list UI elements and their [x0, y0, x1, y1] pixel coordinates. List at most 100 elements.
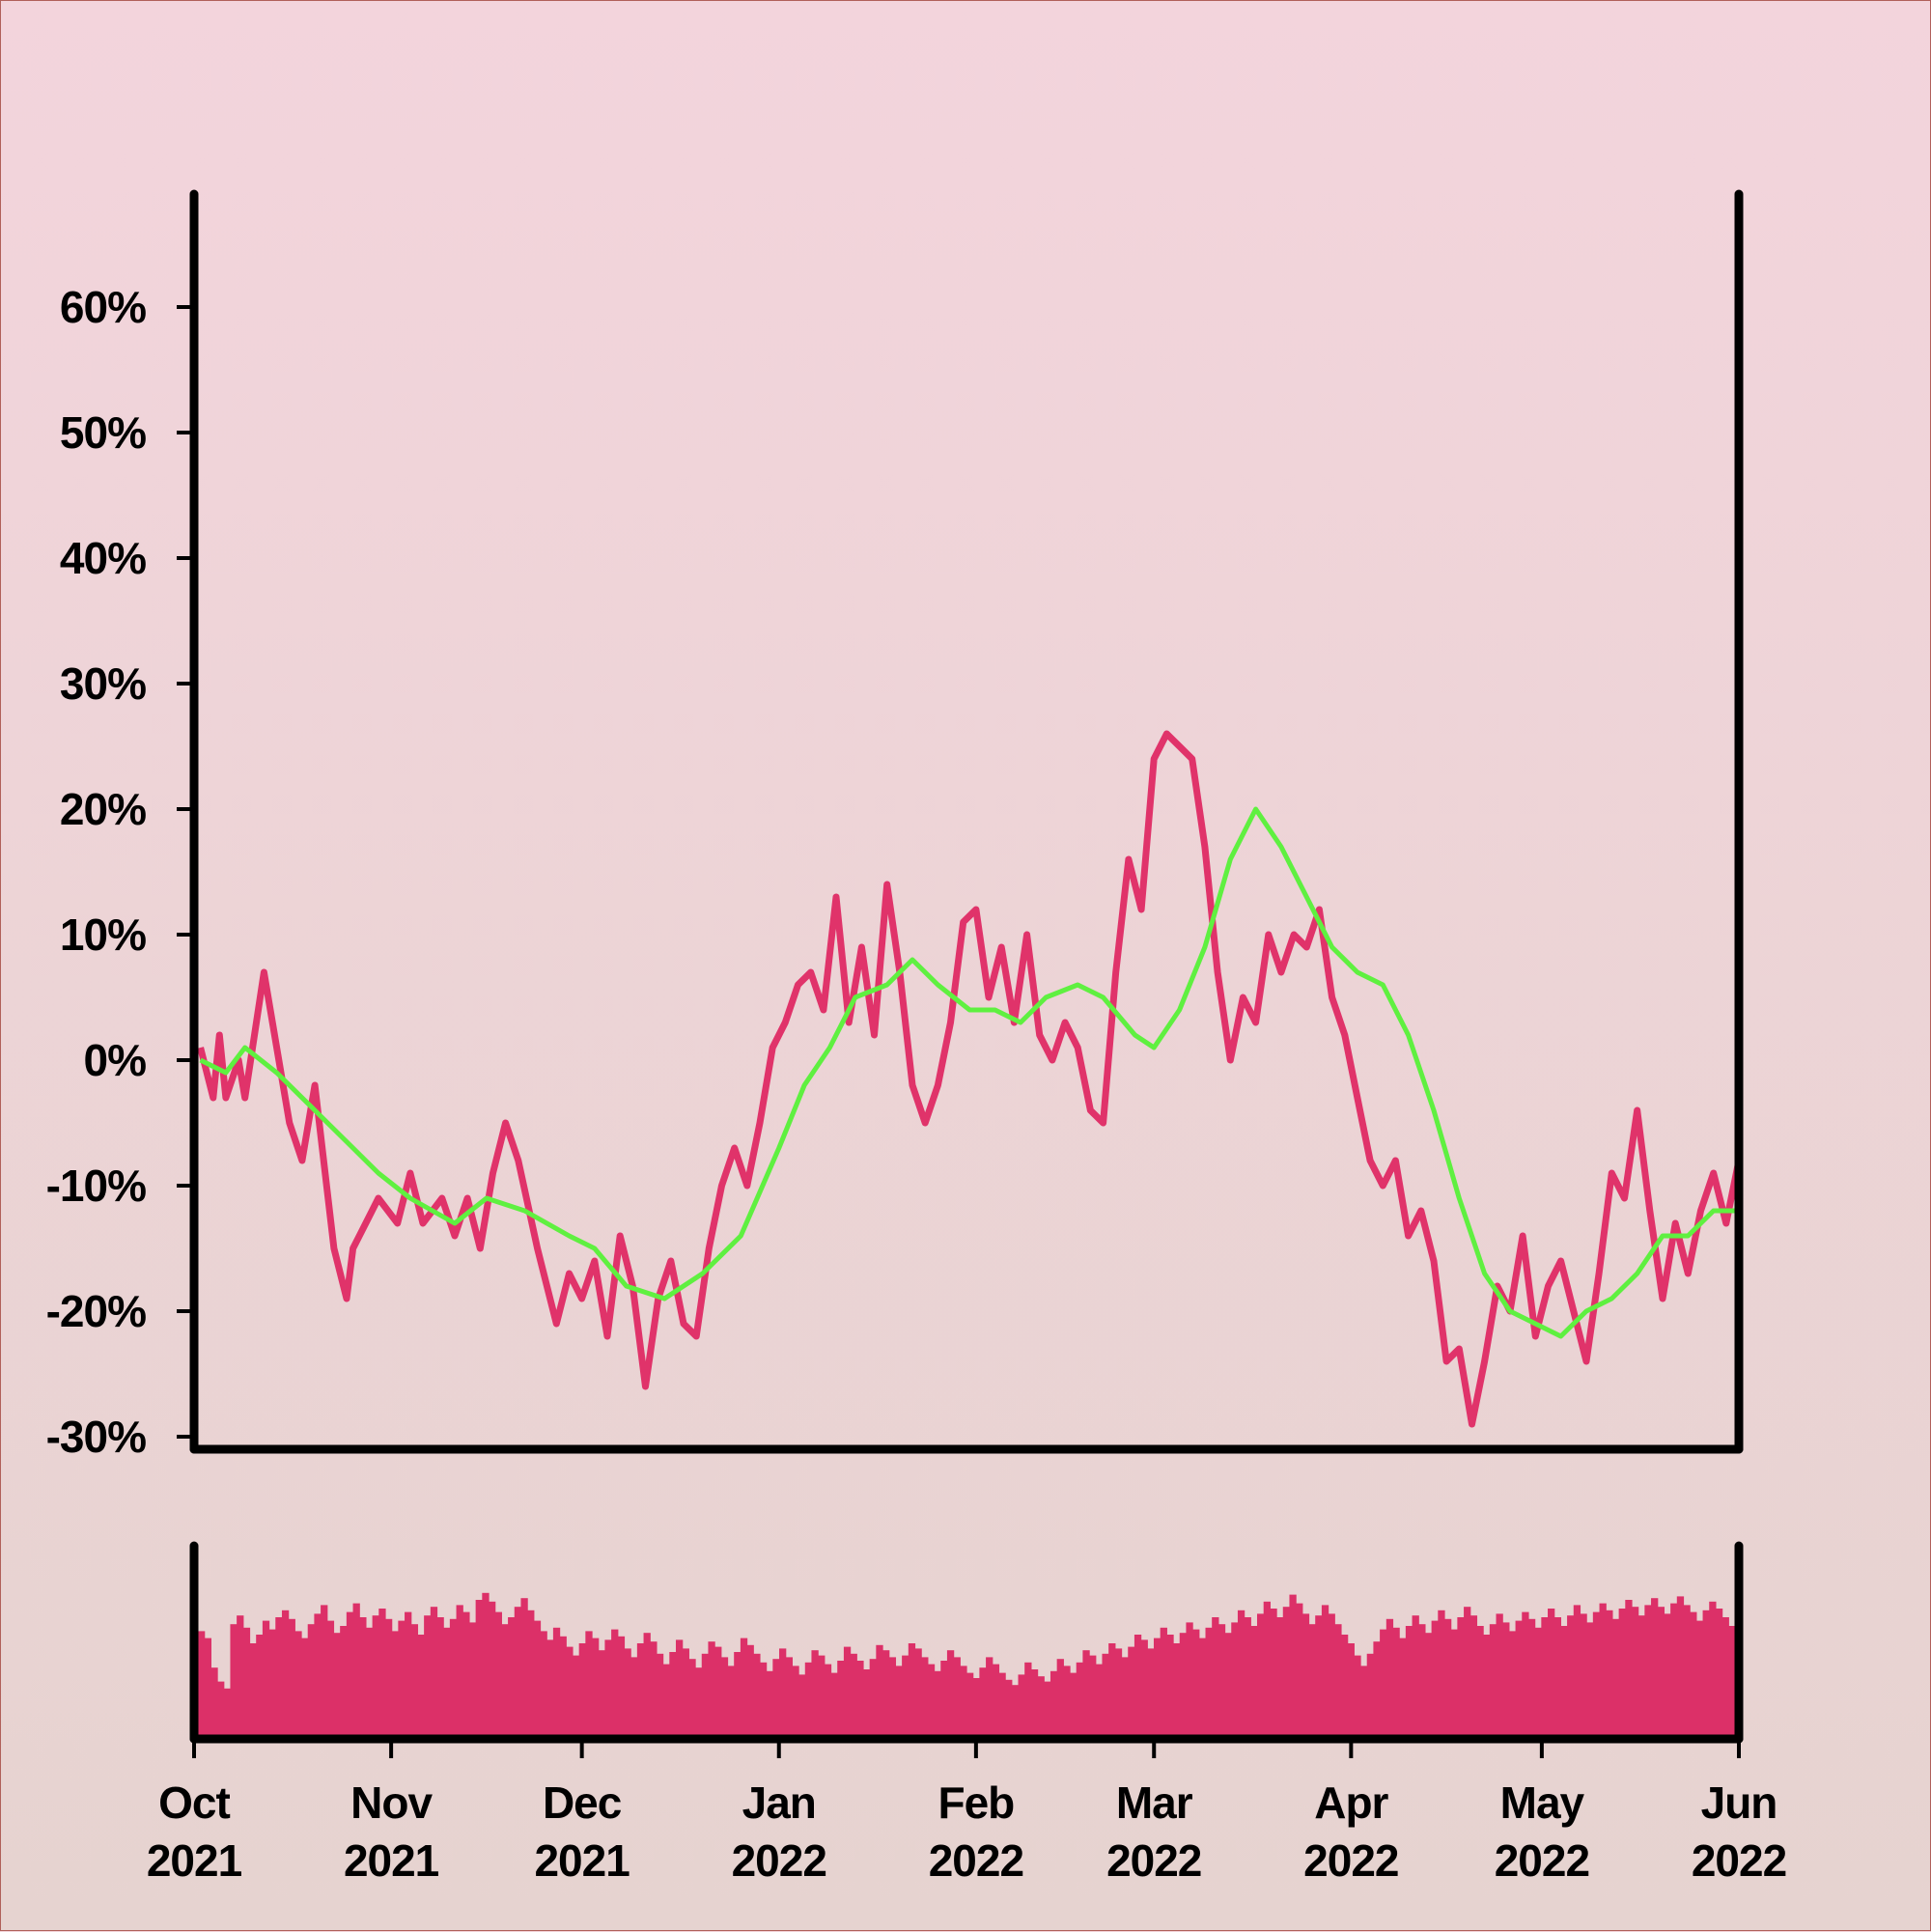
y-tick-label: 30% [60, 658, 146, 709]
x-tick-label-year: 2021 [147, 1835, 242, 1886]
x-tick-label-year: 2021 [344, 1835, 439, 1886]
volume-bar [895, 1666, 903, 1739]
volume-bar [1005, 1679, 1013, 1739]
volume-bar [552, 1627, 561, 1739]
volume-bar [1690, 1611, 1697, 1739]
volume-bar [1728, 1626, 1736, 1739]
volume-bar [1282, 1607, 1291, 1739]
y-tick-label: -30% [46, 1412, 146, 1462]
x-tick-label-year: 2022 [929, 1835, 1023, 1886]
volume-bar [1380, 1629, 1387, 1739]
volume-bar [927, 1664, 936, 1739]
volume-bar [1198, 1638, 1207, 1739]
volume-bar [1651, 1598, 1659, 1739]
x-tick-label-year: 2022 [1303, 1835, 1398, 1886]
volume-bar [1018, 1674, 1025, 1739]
volume-bar [1237, 1610, 1245, 1739]
volume-bar [1548, 1609, 1555, 1739]
y-tick-label: 10% [60, 910, 146, 960]
volume-bar [624, 1648, 631, 1739]
volume-bar [1695, 1620, 1704, 1739]
volume-bar [669, 1652, 677, 1739]
volume-bar [249, 1643, 257, 1739]
volume-bar [372, 1615, 379, 1739]
volume-bar [475, 1600, 483, 1739]
volume-bar [301, 1638, 309, 1739]
x-tick-label-month: Dec [543, 1778, 622, 1828]
volume-bar [1108, 1643, 1116, 1739]
volume-bar [1024, 1662, 1032, 1739]
volume-bar [242, 1627, 251, 1739]
volume-bar [1095, 1664, 1104, 1739]
volume-bar [785, 1657, 793, 1739]
volume-bar [734, 1652, 742, 1739]
volume-bar [494, 1611, 502, 1739]
volume-bar [972, 1678, 980, 1739]
volume-bar [908, 1643, 916, 1739]
volume-bar [1721, 1617, 1729, 1739]
volume-bar [946, 1650, 955, 1739]
x-tick-label-month: Mar [1116, 1778, 1193, 1828]
volume-bar [210, 1667, 218, 1739]
volume-bar [592, 1638, 600, 1739]
volume-bar [662, 1664, 670, 1739]
volume-bar [1508, 1631, 1517, 1739]
volume-bar [1147, 1648, 1155, 1739]
volume-bar [1366, 1653, 1375, 1739]
volume-bar [217, 1681, 225, 1739]
volume-bar [1586, 1622, 1594, 1739]
volume-bar [527, 1610, 535, 1739]
volume-bar [1186, 1622, 1193, 1739]
volume-bar [766, 1670, 773, 1739]
volume-bar [262, 1620, 270, 1739]
volume-bar [340, 1626, 348, 1739]
volume-bar [424, 1615, 432, 1739]
volume-bar [1166, 1635, 1174, 1739]
volume-bar [1321, 1605, 1329, 1739]
y-tick-label: 0% [84, 1035, 147, 1085]
volume-bar [237, 1615, 244, 1739]
volume-bar [934, 1670, 941, 1739]
volume-bar [804, 1662, 813, 1739]
volume-bar [1140, 1639, 1148, 1739]
x-axis: Oct 2021 Nov 2021 Dec 2021 Jan 2022 Feb 2022 Mar 20… [147, 1739, 1787, 1886]
volume-bar [611, 1629, 619, 1739]
volume-bar [1457, 1617, 1465, 1739]
volume-bar [792, 1666, 799, 1739]
volume-bar [1217, 1624, 1226, 1739]
y-tick-label: 20% [60, 784, 146, 834]
volume-bar [1257, 1613, 1265, 1739]
volume-bar [656, 1653, 664, 1739]
volume-bar [1121, 1657, 1129, 1739]
volume-bar [307, 1624, 315, 1739]
volume-bar [384, 1618, 393, 1739]
volume-bar [1301, 1613, 1310, 1739]
series-line-moving-average [199, 806, 1739, 1339]
volume-bar [430, 1607, 438, 1739]
volume-bar [759, 1662, 768, 1739]
x-tick-label-year: 2022 [1692, 1835, 1786, 1886]
x-tick-label-month: Apr [1314, 1778, 1388, 1828]
volume-bar [489, 1601, 496, 1739]
y-tick-label: 40% [60, 533, 146, 583]
volume-bar [1385, 1618, 1394, 1739]
volume-bar [630, 1657, 638, 1739]
volume-bar [1683, 1605, 1691, 1739]
volume-bar [998, 1672, 1006, 1739]
volume-bar [708, 1641, 715, 1739]
volume-bar [346, 1611, 354, 1739]
volume-bar [482, 1592, 490, 1739]
volume-bar [837, 1661, 845, 1739]
volume-bar [436, 1617, 444, 1739]
volume-bar [1592, 1611, 1601, 1739]
volume-bar [1438, 1610, 1445, 1739]
volume-bar [953, 1657, 961, 1739]
volume-bar [540, 1631, 547, 1739]
volume-bar [688, 1659, 696, 1739]
x-tick-label-year: 2021 [534, 1835, 630, 1886]
volume-bar [798, 1674, 806, 1739]
volume-bar [992, 1664, 1000, 1739]
volume-bar [1522, 1611, 1529, 1739]
volume-bar [1534, 1627, 1542, 1739]
volume-bar [818, 1655, 826, 1739]
